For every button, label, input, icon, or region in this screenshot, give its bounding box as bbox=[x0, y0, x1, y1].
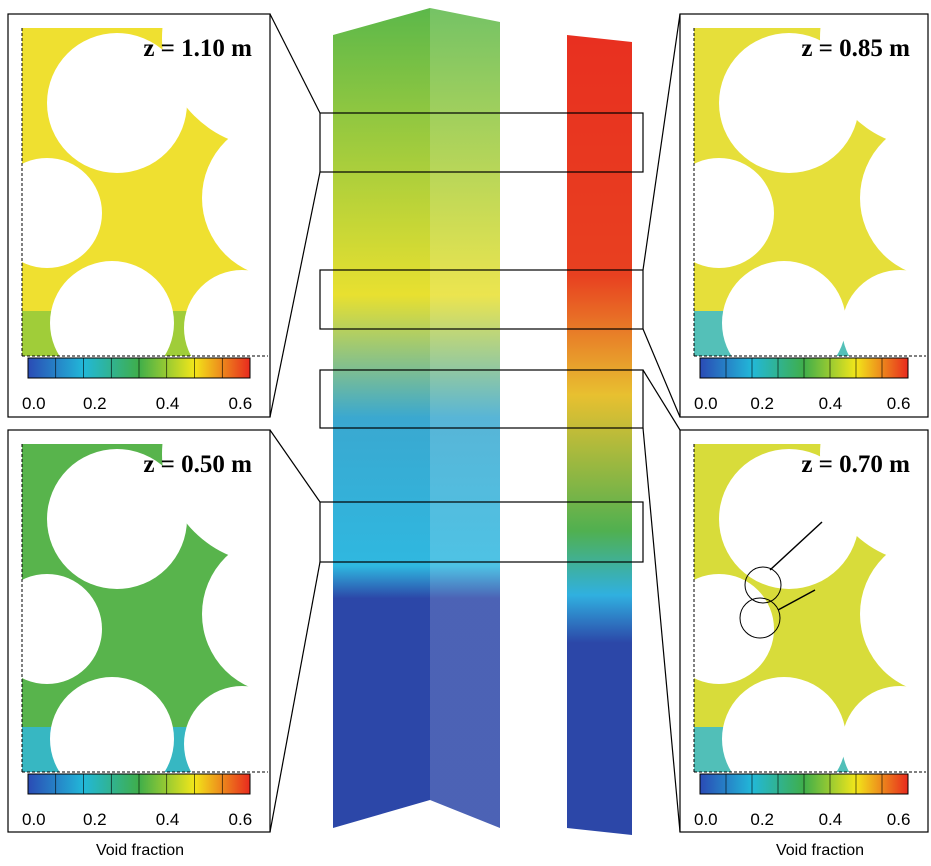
colorbar-tick-label: 0.2 bbox=[83, 394, 107, 413]
colorbar-tick-label: 0.4 bbox=[819, 394, 843, 413]
colorbar-tick-label: 0.0 bbox=[694, 810, 718, 829]
panel: z = 0.85 m 0.0 0.2 0.4 0.6 bbox=[664, 0, 931, 417]
panel-label: z = 0.85 m bbox=[801, 35, 910, 62]
connector bbox=[270, 172, 320, 417]
colorbar-tick-label: 0.0 bbox=[22, 394, 46, 413]
column-face bbox=[333, 8, 430, 828]
connector bbox=[270, 14, 320, 113]
figure: z = 1.10 m 0.0 0.2 0.4 0.6 z = 0.85 m 0.0 0.2 0.… bbox=[0, 0, 931, 866]
colorbar-tick-label: 0.6 bbox=[887, 394, 911, 413]
colorbar-tick-label: 0.6 bbox=[229, 810, 253, 829]
caption: Void fraction bbox=[96, 842, 184, 859]
colorbar-tick-label: 0.0 bbox=[694, 394, 718, 413]
panel: z = 1.10 m 0.0 0.2 0.4 0.6 bbox=[0, 0, 382, 417]
connector bbox=[643, 14, 680, 270]
colorbar-tick-label: 0.4 bbox=[156, 394, 180, 413]
connector bbox=[270, 562, 320, 832]
colorbar-tick-label: 0.6 bbox=[229, 394, 253, 413]
panel-label: z = 0.50 m bbox=[143, 451, 252, 478]
panel-label: z = 0.70 m bbox=[801, 451, 910, 478]
connector bbox=[270, 430, 320, 502]
colorbar-tick-label: 0.4 bbox=[156, 810, 180, 829]
colorbar-tick-label: 0.4 bbox=[819, 810, 843, 829]
colorbar-tick-label: 0.2 bbox=[750, 394, 774, 413]
connector bbox=[643, 329, 680, 417]
colorbar-tick-label: 0.0 bbox=[22, 810, 46, 829]
panel-label: z = 1.10 m bbox=[143, 35, 252, 62]
column-face bbox=[430, 8, 500, 828]
colorbar-tick-label: 0.2 bbox=[83, 810, 107, 829]
caption: Void fraction bbox=[776, 842, 864, 859]
column-face bbox=[567, 35, 632, 835]
colorbar-tick-label: 0.2 bbox=[750, 810, 774, 829]
column bbox=[270, 8, 680, 835]
colorbar-tick-label: 0.6 bbox=[887, 810, 911, 829]
connector bbox=[643, 370, 680, 430]
connector bbox=[643, 428, 680, 832]
